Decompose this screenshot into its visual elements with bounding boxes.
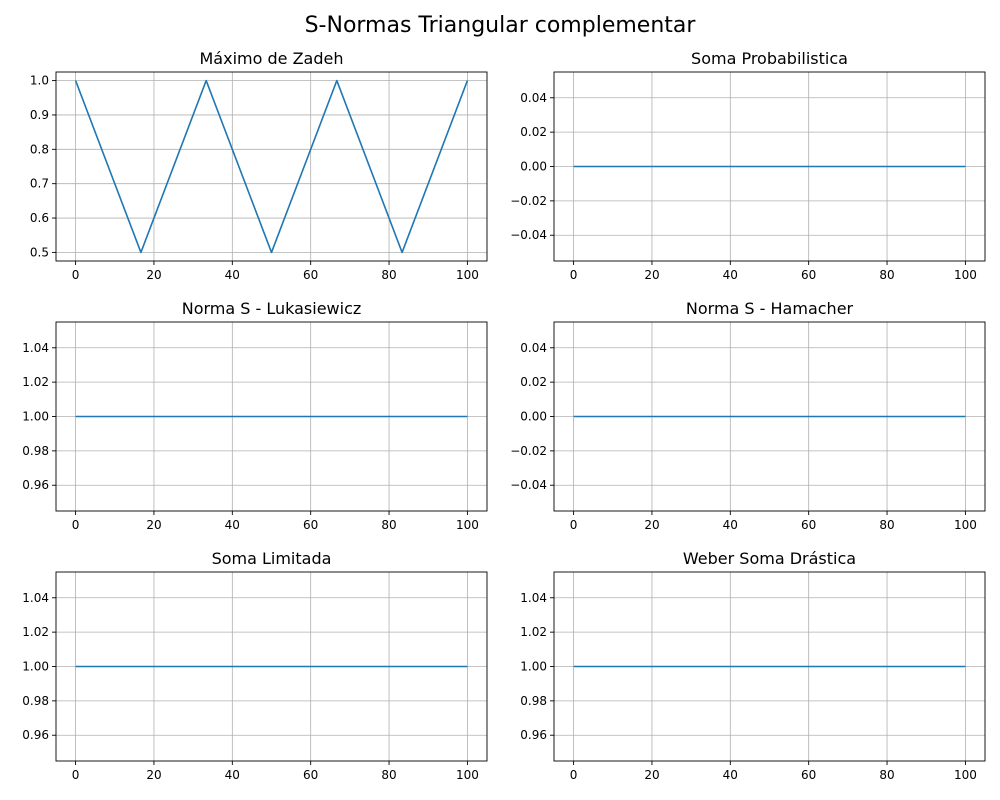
x-tick-label: 40 xyxy=(723,768,738,782)
x-tick-label: 20 xyxy=(146,518,161,532)
subplot-title: Norma S - Lukasiewicz xyxy=(182,299,362,318)
y-tick-label: 0.8 xyxy=(30,142,49,156)
y-tick-label: 1.00 xyxy=(22,660,49,674)
y-tick-label: 1.02 xyxy=(520,625,547,639)
y-tick-label: 0.98 xyxy=(22,444,49,458)
y-tick-label: −0.02 xyxy=(510,444,547,458)
x-tick-label: 20 xyxy=(644,268,659,282)
figure-title: S-Normas Triangular complementar xyxy=(305,13,697,38)
x-tick-label: 80 xyxy=(879,518,894,532)
x-tick-label: 100 xyxy=(456,518,479,532)
y-tick-label: 1.04 xyxy=(22,341,49,355)
x-tick-label: 60 xyxy=(801,268,816,282)
x-tick-label: 40 xyxy=(225,768,240,782)
x-tick-label: 0 xyxy=(72,768,80,782)
x-tick-label: 40 xyxy=(225,268,240,282)
x-tick-label: 100 xyxy=(954,268,977,282)
subplot-title: Máximo de Zadeh xyxy=(200,49,344,68)
y-tick-label: 0.02 xyxy=(520,125,547,139)
x-tick-label: 60 xyxy=(303,768,318,782)
subplot-2: Soma Probabilistica 0 20 40 60 80 100 −0.04 −0.0… xyxy=(510,49,986,282)
x-tick-label: 20 xyxy=(146,768,161,782)
y-tick-label: 0.9 xyxy=(30,108,49,122)
y-tick-label: 0.04 xyxy=(520,341,547,355)
subplot-6: Weber Soma Drástica 0 20 40 60 80 100 0.96 0.98 1… xyxy=(520,549,986,782)
x-tick-label: 60 xyxy=(801,518,816,532)
y-tick-label: 1.00 xyxy=(520,660,547,674)
x-tick-label: 0 xyxy=(72,268,80,282)
y-tick-label: 1.02 xyxy=(22,375,49,389)
x-tick-label: 80 xyxy=(381,768,396,782)
x-tick-label: 100 xyxy=(954,768,977,782)
y-tick-label: 1.00 xyxy=(22,410,49,424)
y-tick-label: 0.02 xyxy=(520,375,547,389)
x-tick-label: 80 xyxy=(381,518,396,532)
y-tick-label: −0.04 xyxy=(510,228,547,242)
y-tick-label: 1.0 xyxy=(30,74,49,88)
x-tick-label: 40 xyxy=(723,268,738,282)
x-tick-label: 80 xyxy=(879,768,894,782)
x-tick-label: 40 xyxy=(723,518,738,532)
y-tick-label: 0.00 xyxy=(520,410,547,424)
y-tick-label: −0.02 xyxy=(510,194,547,208)
x-tick-label: 0 xyxy=(570,518,578,532)
x-tick-label: 0 xyxy=(570,768,578,782)
y-tick-label: 0.96 xyxy=(22,478,49,492)
y-tick-label: 0.5 xyxy=(30,245,49,259)
x-tick-label: 20 xyxy=(146,268,161,282)
y-tick-label: 1.04 xyxy=(22,591,49,605)
x-tick-label: 0 xyxy=(570,268,578,282)
x-tick-label: 20 xyxy=(644,768,659,782)
y-tick-label: 0.96 xyxy=(22,728,49,742)
subplot-5: Soma Limitada 0 20 40 60 80 100 0.96 0.98 1.00 1.0… xyxy=(22,549,488,782)
subplot-3: Norma S - Lukasiewicz 0 20 40 60 80 100 0.96 0.9… xyxy=(22,299,488,532)
x-tick-label: 80 xyxy=(879,268,894,282)
x-tick-label: 60 xyxy=(801,768,816,782)
y-tick-label: −0.04 xyxy=(510,478,547,492)
subplot-4: Norma S - Hamacher 0 20 40 60 80 100 −0.04 −0.02… xyxy=(510,299,986,532)
axes-frame xyxy=(55,71,488,262)
subplot-title: Norma S - Hamacher xyxy=(686,299,854,318)
subplot-title: Weber Soma Drástica xyxy=(683,549,856,568)
x-tick-label: 100 xyxy=(456,268,479,282)
x-tick-label: 40 xyxy=(225,518,240,532)
y-tick-label: 1.04 xyxy=(520,591,547,605)
x-tick-label: 0 xyxy=(72,518,80,532)
y-tick-label: 0.7 xyxy=(30,177,49,191)
y-tick-label: 1.02 xyxy=(22,625,49,639)
series-line xyxy=(74,79,469,254)
y-tick-label: 0.6 xyxy=(30,211,49,225)
x-tick-label: 60 xyxy=(303,518,318,532)
y-tick-label: 0.98 xyxy=(520,694,547,708)
x-tick-label: 100 xyxy=(456,768,479,782)
y-tick-label: 0.00 xyxy=(520,160,547,174)
subplot-title: Soma Limitada xyxy=(212,549,332,568)
x-tick-label: 80 xyxy=(381,268,396,282)
subplot-title: Soma Probabilistica xyxy=(691,49,848,68)
x-tick-label: 20 xyxy=(644,518,659,532)
y-tick-label: 0.04 xyxy=(520,91,547,105)
x-tick-label: 100 xyxy=(954,518,977,532)
x-tick-label: 60 xyxy=(303,268,318,282)
y-tick-label: 0.98 xyxy=(22,694,49,708)
subplot-1: Máximo de Zadeh 0 20 40 60 80 100 0.5 0.6 0.7 0.8 0… xyxy=(30,49,488,282)
y-tick-label: 0.96 xyxy=(520,728,547,742)
